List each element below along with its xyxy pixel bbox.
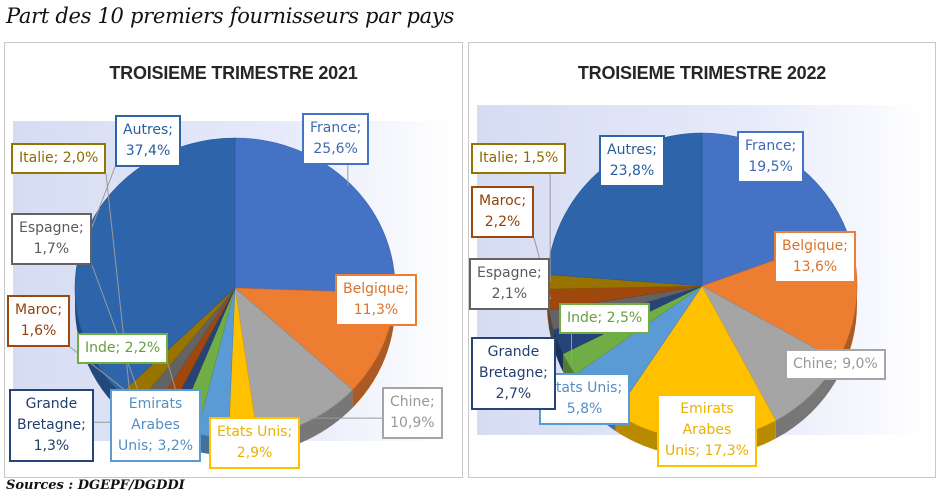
data-label-espagne: Espagne; 2,1% bbox=[469, 258, 550, 310]
data-label-autres: Autres; 37,4% bbox=[115, 115, 182, 167]
chart-panel-2021: TROISIEME TRIMESTRE 2021 France; 25,6% Bel… bbox=[4, 42, 463, 478]
chart-panel-2022: TROISIEME TRIMESTRE 2022 France; 19,5% Bel… bbox=[468, 42, 936, 478]
data-label-chine: Chine; 9,0% bbox=[785, 349, 886, 380]
data-label-france: France; 19,5% bbox=[737, 131, 805, 183]
data-label-grande-bretagne: Grande Bretagne; 1,3% bbox=[9, 389, 94, 462]
data-label-belgique: Belgique; 11,3% bbox=[335, 274, 417, 326]
leader-line bbox=[89, 166, 116, 232]
data-label-inde: Inde; 2,2% bbox=[77, 333, 169, 364]
pie-depth-chine bbox=[775, 360, 838, 439]
data-label-espagne: Espagne; 1,7% bbox=[11, 213, 92, 265]
data-label-italie: Italie; 1,5% bbox=[471, 143, 567, 174]
chart-title-2021: TROISIEME TRIMESTRE 2021 bbox=[109, 63, 358, 83]
data-label-grande-bretagne: Grande Bretagne; 2,7% bbox=[471, 337, 556, 410]
source-note: Sources : DGEPF/DGDDI bbox=[6, 478, 185, 493]
data-label-emirats-arabes-unis: Emirats Arabes Unis; 17,3% bbox=[657, 394, 757, 467]
chart-title-2022: TROISIEME TRIMESTRE 2022 bbox=[577, 63, 827, 83]
data-label-italie: Italie; 2,0% bbox=[11, 143, 107, 174]
data-label-autres: Autres; 23,8% bbox=[599, 135, 666, 187]
pie-slice-france bbox=[234, 137, 396, 294]
data-label-emirats-arabes-unis: Emirats Arabes Unis; 3,2% bbox=[110, 389, 202, 462]
pie-depth-belgique bbox=[352, 293, 395, 408]
data-label-france: France; 25,6% bbox=[302, 113, 370, 165]
data-label-chine: Chine; 10,9% bbox=[382, 387, 443, 439]
data-label-etats-unis: Etats Unis; 2,9% bbox=[209, 417, 301, 469]
data-label-belgique: Belgique; 13,6% bbox=[774, 231, 856, 283]
main-title: Part des 10 premiers fournisseurs par pa… bbox=[6, 4, 454, 28]
data-label-maroc: Maroc; 2,2% bbox=[471, 186, 535, 238]
data-label-inde: Inde; 2,5% bbox=[559, 303, 651, 334]
data-label-maroc: Maroc; 1,6% bbox=[7, 295, 71, 347]
